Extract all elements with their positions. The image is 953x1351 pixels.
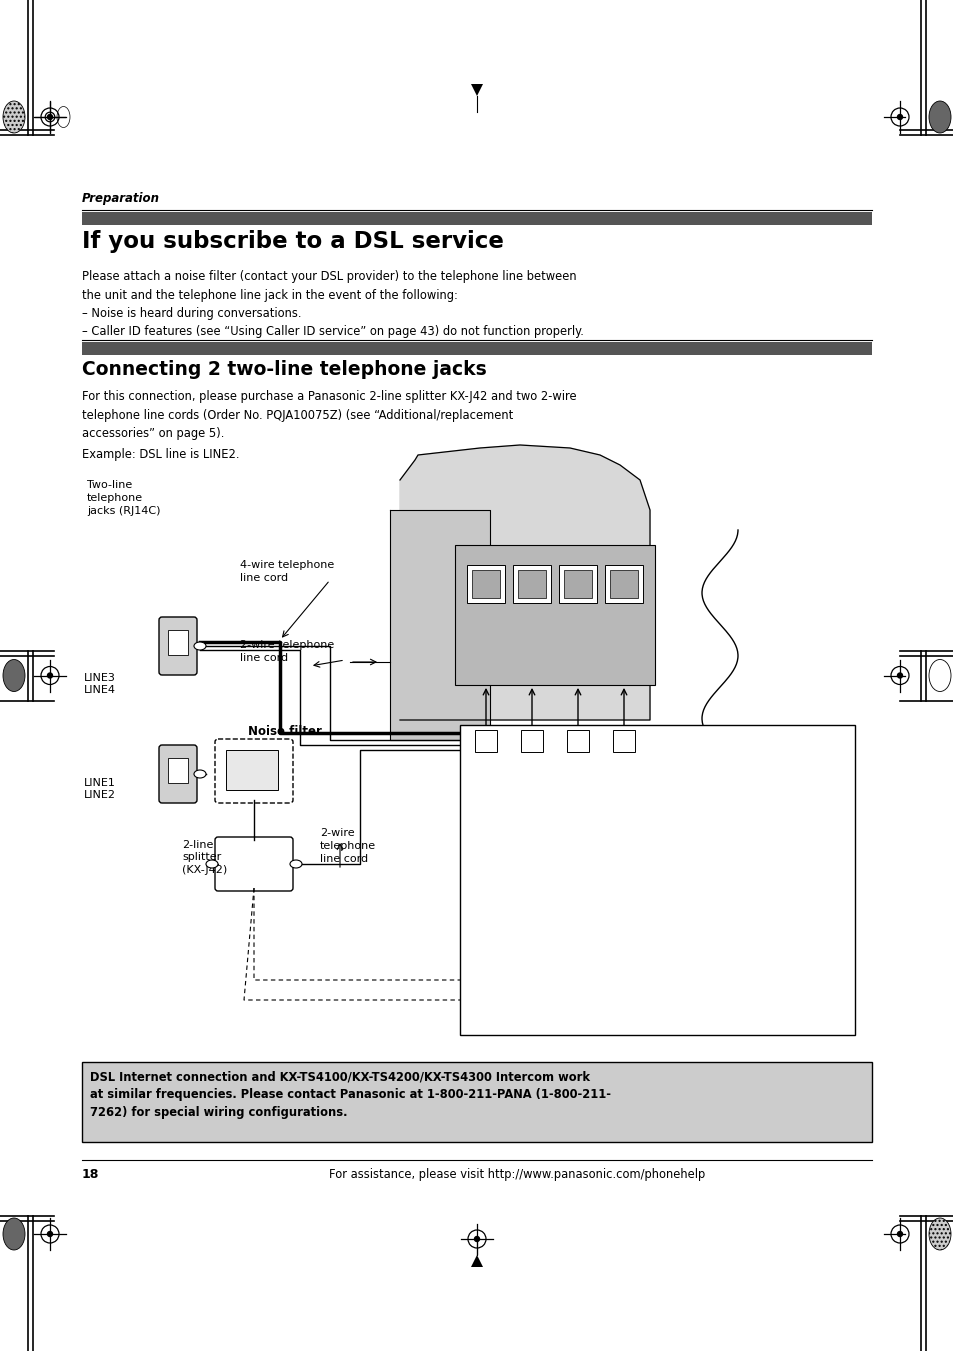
Text: Noise filter: Noise filter — [248, 725, 321, 738]
Circle shape — [897, 115, 902, 119]
Text: LINE1
LINE2: LINE1 LINE2 — [84, 778, 116, 800]
FancyBboxPatch shape — [214, 739, 293, 802]
Ellipse shape — [206, 861, 218, 867]
Ellipse shape — [928, 1219, 950, 1250]
Circle shape — [49, 115, 51, 119]
Text: Connecting 2 two-line telephone jacks: Connecting 2 two-line telephone jacks — [82, 359, 486, 380]
Text: Connect the telephone line cords
to the 2-line splitter KX-J42.: Connect the telephone line cords to the … — [470, 735, 660, 766]
Polygon shape — [471, 84, 482, 96]
FancyBboxPatch shape — [639, 958, 659, 977]
Bar — [168, 758, 188, 784]
Text: 2-wire
telephone
line cord: 2-wire telephone line cord — [319, 828, 375, 865]
Text: 2-wire telephone
line cord: 2-wire telephone line cord — [240, 640, 334, 663]
Text: LINE3
LINE4: LINE3 LINE4 — [84, 673, 116, 696]
Bar — [459, 725, 854, 1035]
Polygon shape — [390, 509, 490, 740]
Bar — [517, 570, 545, 598]
Circle shape — [897, 1232, 902, 1236]
Circle shape — [48, 673, 52, 678]
Bar — [609, 570, 638, 598]
Bar — [613, 730, 635, 753]
Bar — [455, 544, 655, 685]
Text: For this connection, please purchase a Panasonic 2-line splitter KX-J42 and two : For this connection, please purchase a P… — [82, 390, 576, 440]
Ellipse shape — [57, 107, 70, 127]
Circle shape — [474, 1236, 479, 1242]
Bar — [566, 730, 588, 753]
Text: DSL Internet connection and KX-TS4100/KX-TS4200/KX-TS4300 Intercom work
at simil: DSL Internet connection and KX-TS4100/KX… — [90, 1070, 610, 1119]
FancyBboxPatch shape — [556, 842, 693, 904]
Ellipse shape — [193, 642, 206, 650]
Bar — [604, 565, 642, 603]
Polygon shape — [399, 444, 649, 720]
FancyBboxPatch shape — [214, 838, 293, 892]
Bar — [513, 565, 551, 603]
Ellipse shape — [3, 1219, 25, 1250]
Text: LINE4: LINE4 — [476, 555, 495, 561]
Ellipse shape — [290, 861, 302, 867]
Bar — [563, 570, 592, 598]
Circle shape — [48, 1232, 52, 1236]
Bar — [475, 730, 497, 753]
Ellipse shape — [193, 770, 206, 778]
FancyBboxPatch shape — [588, 923, 610, 944]
Bar — [82, 212, 871, 226]
Circle shape — [897, 673, 902, 678]
Bar — [472, 570, 499, 598]
Bar — [467, 565, 504, 603]
Ellipse shape — [3, 101, 25, 132]
Bar — [226, 750, 277, 790]
Text: Please attach a noise filter (contact your DSL provider) to the telephone line b: Please attach a noise filter (contact yo… — [82, 270, 583, 339]
Bar — [82, 342, 871, 355]
Text: LINE1: LINE1 — [615, 555, 632, 561]
Text: Example: DSL line is LINE2.: Example: DSL line is LINE2. — [82, 449, 239, 461]
FancyBboxPatch shape — [589, 958, 609, 977]
Text: 2-line
splitter
(KX-J42): 2-line splitter (KX-J42) — [182, 840, 227, 875]
Text: Two-line
telephone
jacks (RJ14C): Two-line telephone jacks (RJ14C) — [87, 480, 160, 516]
FancyBboxPatch shape — [159, 744, 196, 802]
Text: 18: 18 — [82, 1169, 99, 1181]
Bar — [82, 1062, 871, 1142]
Ellipse shape — [3, 659, 25, 692]
FancyBboxPatch shape — [639, 923, 660, 944]
Ellipse shape — [928, 101, 950, 132]
Text: Preparation: Preparation — [82, 192, 160, 205]
FancyBboxPatch shape — [159, 617, 196, 676]
Text: For assistance, please visit http://www.panasonic.com/phonehelp: For assistance, please visit http://www.… — [329, 1169, 704, 1181]
Polygon shape — [471, 1255, 482, 1267]
Text: Noise filter: Noise filter — [720, 944, 780, 955]
Circle shape — [48, 115, 52, 119]
Text: 2-wire
telephone
line cord: 2-wire telephone line cord — [470, 944, 525, 981]
Bar — [558, 565, 597, 603]
Text: LINE1  LINE2: LINE1 LINE2 — [589, 867, 638, 877]
Text: If you subscribe to a DSL service: If you subscribe to a DSL service — [82, 230, 503, 253]
Text: 4-wire telephone
line cord: 4-wire telephone line cord — [240, 561, 334, 584]
Bar — [168, 630, 188, 655]
Text: LINE3: LINE3 — [522, 555, 540, 561]
Text: LINE2: LINE2 — [568, 555, 586, 561]
Ellipse shape — [928, 659, 950, 692]
Bar — [520, 730, 542, 753]
